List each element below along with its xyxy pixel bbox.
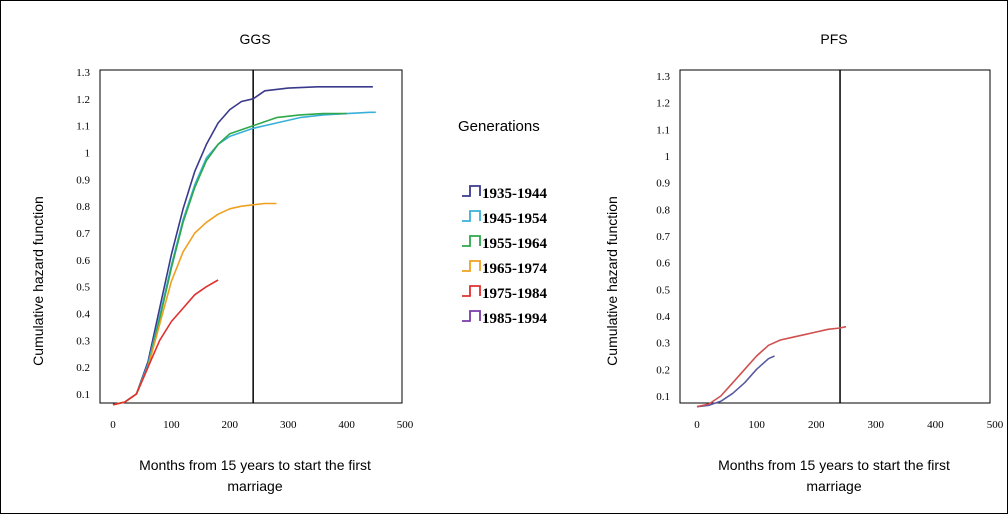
ggs-x-tick-label: 300 [280, 419, 297, 431]
pfs-x-tick-label: 0 [694, 419, 700, 431]
ggs-y-tick-label: 0.9 [76, 174, 90, 186]
ggs-x-axis-label-line1: Months from 15 years to start the first [139, 457, 371, 473]
legend-item: 1955-1964 [462, 235, 547, 252]
ggs-y-tick-label: 1 [85, 148, 91, 160]
legend-label: 1965-1974 [482, 261, 547, 277]
legend-item: 1985-1994 [462, 310, 547, 327]
ggs-x-tick-label: 100 [163, 419, 180, 431]
pfs-y-tick-label: 1 [665, 151, 671, 163]
pfs-x-tick-label: 400 [927, 419, 944, 431]
ggs-x-tick-label: 200 [222, 419, 239, 431]
ggs-y-tick-label: 0.6 [76, 255, 90, 267]
pfs-series-line-1935-1944 [696, 355, 775, 408]
legend-item: 1975-1984 [462, 285, 547, 302]
legend-label: 1935-1944 [482, 186, 547, 202]
pfs-y-tick-label: 1.2 [656, 98, 670, 110]
pfs-y-tick-label: 0.7 [656, 231, 670, 243]
pfs-y-tick-label: 0.9 [656, 178, 670, 190]
pfs-y-tick-label: 0.5 [656, 284, 670, 296]
ggs-x-axis-label-line2: marriage [227, 478, 282, 494]
legend-swatch [462, 285, 481, 297]
ggs-y-axis-label: Cumulative hazard function [30, 196, 46, 366]
legend-swatch [462, 310, 481, 322]
ggs-y-tick-label: 0.1 [76, 389, 90, 401]
pfs-y-tick-label: 0.8 [656, 204, 670, 216]
pfs-panel: PFS Cumulative hazard function Months fr… [604, 31, 1004, 494]
pfs-plot-area: 0.1 0.2 0.3 0.4 0.5 0.6 0.7 0.8 0.9 1 1.1 1.2 1.3 0 10… [656, 69, 1004, 431]
pfs-plot-border [679, 69, 991, 404]
ggs-y-tick-label: 0.3 [76, 335, 90, 347]
pfs-x-axis-label-line2: marriage [806, 478, 861, 494]
ggs-y-tick-label: 1.2 [76, 94, 90, 106]
pfs-x-tick-label: 100 [748, 419, 765, 431]
ggs-y-tick-label: 1.3 [76, 67, 90, 79]
ggs-series-line-1965-1974 [112, 202, 277, 406]
pfs-x-tick-label: 300 [868, 419, 885, 431]
legend-item: 1935-1944 [462, 185, 547, 202]
legend-label: 1955-1964 [482, 236, 547, 252]
pfs-y-tick-label: 1.1 [656, 124, 670, 136]
pfs-y-tick-label: 1.3 [656, 71, 670, 83]
pfs-y-tick-label: 0.4 [656, 311, 670, 323]
ggs-y-tick-label: 0.7 [76, 228, 90, 240]
legend-label: 1985-1994 [482, 311, 547, 327]
pfs-series-line-1955-1964 [696, 325, 847, 408]
ggs-series-line-1945-1954 [112, 111, 376, 406]
legend-items: 1935-1944 1945-1954 1955-1964 1965-1974 1975… [462, 185, 547, 327]
ggs-y-tick-label: 0.5 [76, 282, 90, 294]
ggs-x-tick-label: 0 [110, 419, 116, 431]
legend: Generations 1935-19441945-19541955-19641… [458, 118, 547, 327]
ggs-y-tick-label: 0.2 [76, 362, 90, 374]
legend-swatch [462, 210, 481, 222]
ggs-y-tick-label: 0.8 [76, 201, 90, 213]
pfs-x-tick-label: 500 [987, 419, 1004, 431]
legend-swatch [462, 185, 481, 197]
pfs-y-tick-label: 0.2 [656, 364, 670, 376]
ggs-plot-area: 0.1 0.2 0.3 0.4 0.5 0.6 0.7 0.8 0.9 1 1.1 1.2 1.3 0 10… [76, 67, 414, 431]
legend-swatch [462, 260, 481, 272]
ggs-y-tick-label: 0.4 [76, 309, 90, 321]
pfs-x-tick-label: 200 [808, 419, 825, 431]
ggs-panel: GGS Cumulative hazard function Months fr… [30, 31, 414, 494]
ggs-plot-border [99, 69, 403, 404]
ggs-x-tick-label: 400 [338, 419, 355, 431]
pfs-y-tick-label: 0.3 [656, 338, 670, 350]
ggs-series-line-1935-1944 [112, 86, 373, 406]
legend-swatch [462, 235, 481, 247]
pfs-x-axis-label-line1: Months from 15 years to start the first [718, 457, 950, 473]
legend-label: 1945-1954 [482, 211, 547, 227]
ggs-x-tick-label: 500 [397, 419, 414, 431]
pfs-y-tick-label: 0.1 [656, 391, 670, 403]
ggs-title: GGS [239, 31, 270, 47]
legend-item: 1965-1974 [462, 260, 547, 277]
ggs-y-tick-label: 1.1 [76, 121, 90, 133]
pfs-y-tick-label: 0.6 [656, 258, 670, 270]
legend-title: Generations [458, 118, 540, 135]
legend-label: 1975-1984 [482, 286, 547, 302]
ggs-series-line-1975-1984 [112, 279, 219, 406]
pfs-title: PFS [820, 31, 847, 47]
legend-item: 1945-1954 [462, 210, 547, 227]
pfs-y-axis-label: Cumulative hazard function [604, 196, 620, 366]
